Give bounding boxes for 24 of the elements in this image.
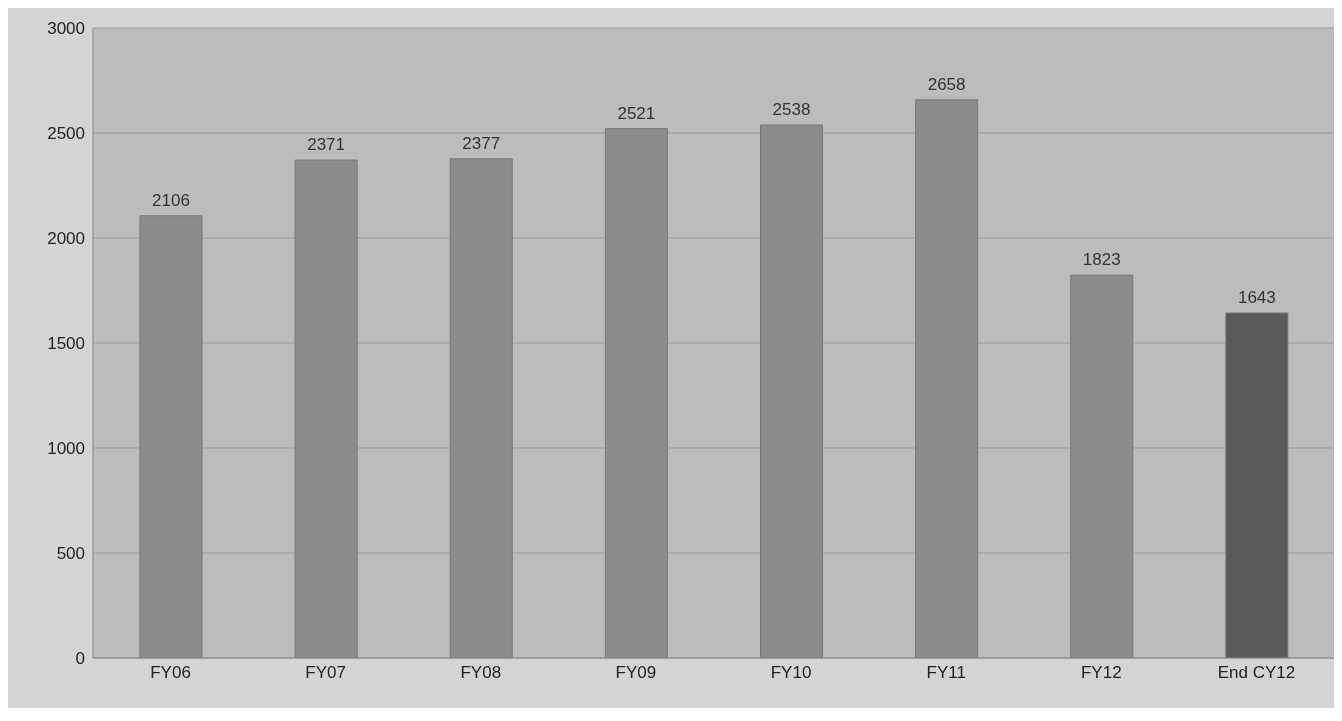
x-tick-label: FY09 — [615, 663, 657, 683]
y-tick-label: 1000 — [47, 439, 85, 459]
y-tick-label: 2500 — [47, 124, 85, 144]
x-tick-label: End CY12 — [1217, 663, 1296, 683]
data-label: 2371 — [307, 135, 346, 155]
data-label: 1643 — [1237, 287, 1276, 307]
data-label: 2106 — [152, 190, 190, 210]
x-tick-label: FY12 — [1080, 663, 1122, 683]
y-tick-label: 3000 — [47, 19, 85, 39]
x-tick-label: FY07 — [305, 663, 347, 683]
y-tick-label: 500 — [56, 544, 85, 564]
data-label: 2658 — [927, 74, 966, 94]
x-tick-label: FY06 — [150, 663, 191, 683]
data-label: 2377 — [462, 133, 501, 153]
bar — [1225, 312, 1289, 658]
data-label: 2538 — [772, 100, 811, 120]
x-tick-label: FY08 — [460, 663, 502, 683]
x-tick-label: FY10 — [770, 663, 812, 683]
y-tick-label: 2000 — [47, 229, 85, 249]
y-tick-label: 1500 — [47, 334, 85, 354]
x-tick-label: FY11 — [926, 663, 966, 683]
y-tick-label: 0 — [75, 649, 85, 669]
data-label: 1823 — [1082, 250, 1121, 270]
data-label: 2521 — [617, 103, 656, 123]
